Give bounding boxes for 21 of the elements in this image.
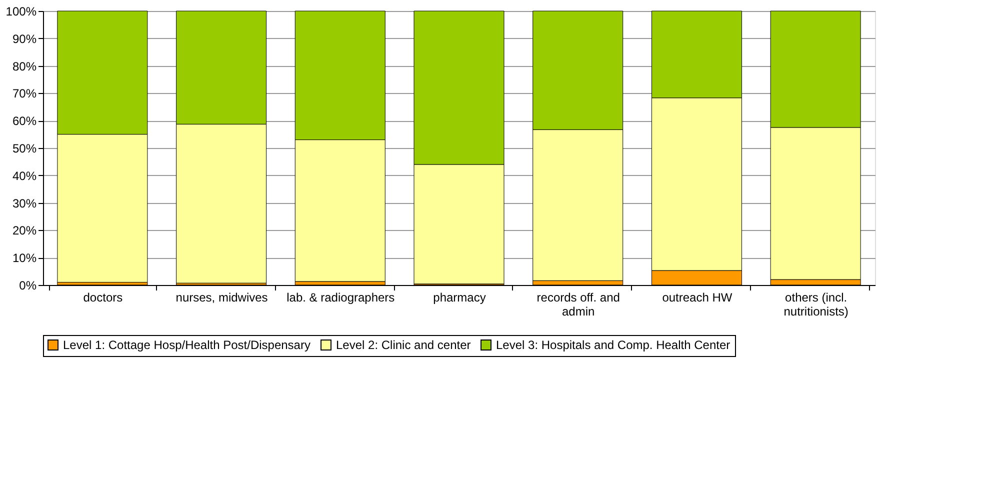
legend-label: Level 1: Cottage Hosp/Health Post/Dispensary (63, 338, 310, 352)
y-tick-label: 30% (12, 196, 37, 210)
y-tick-label: 100% (6, 4, 37, 18)
x-tick-label: nurses, midwives (176, 290, 268, 304)
y-tick-label: 20% (12, 224, 37, 238)
y-tick-label: 10% (12, 251, 37, 266)
legend-label: Level 2: Clinic and center (336, 338, 471, 352)
y-tick-label: 70% (12, 86, 37, 101)
x-tick-label: others (incl. nutritionists) (784, 290, 848, 318)
y-tick-label: 50% (12, 142, 37, 156)
y-tick-label: 60% (12, 114, 37, 128)
y-tick-label: 0% (19, 278, 37, 292)
x-tick-label: pharmacy (433, 290, 486, 304)
x-tick-label: doctors (83, 290, 123, 304)
y-tick-label: 40% (12, 168, 37, 183)
legend-label: Level 3: Hospitals and Comp. Health Center (496, 338, 730, 352)
x-tick-label: lab. & radiographers (286, 290, 395, 304)
y-tick-label: 90% (12, 32, 37, 46)
y-tick-label: 80% (12, 59, 37, 74)
x-tick-label: records off. and admin (536, 290, 620, 318)
x-tick-label: outreach HW (662, 290, 733, 304)
